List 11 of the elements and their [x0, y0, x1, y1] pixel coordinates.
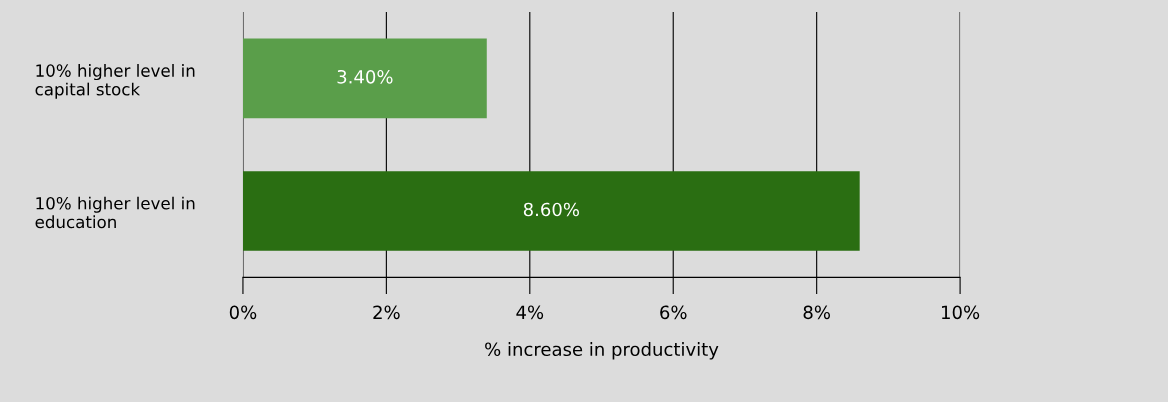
x-tick-label: 6%	[660, 305, 687, 320]
x-tick-label: 2%	[373, 305, 400, 320]
x-tick-label: 8%	[803, 305, 830, 320]
y-tick-label: 10% higher level in education	[35, 196, 195, 229]
y-tick-label: 10% higher level in capital stock	[35, 63, 195, 99]
x-axis-title: % increase in productivity	[485, 342, 719, 360]
x-tick-label: 0%	[229, 305, 257, 320]
data-label: 3.40%	[337, 69, 393, 84]
data-label: 8.60%	[523, 202, 579, 217]
x-tick-label: 4%	[516, 305, 544, 320]
x-tick-label: 10%	[942, 305, 980, 320]
